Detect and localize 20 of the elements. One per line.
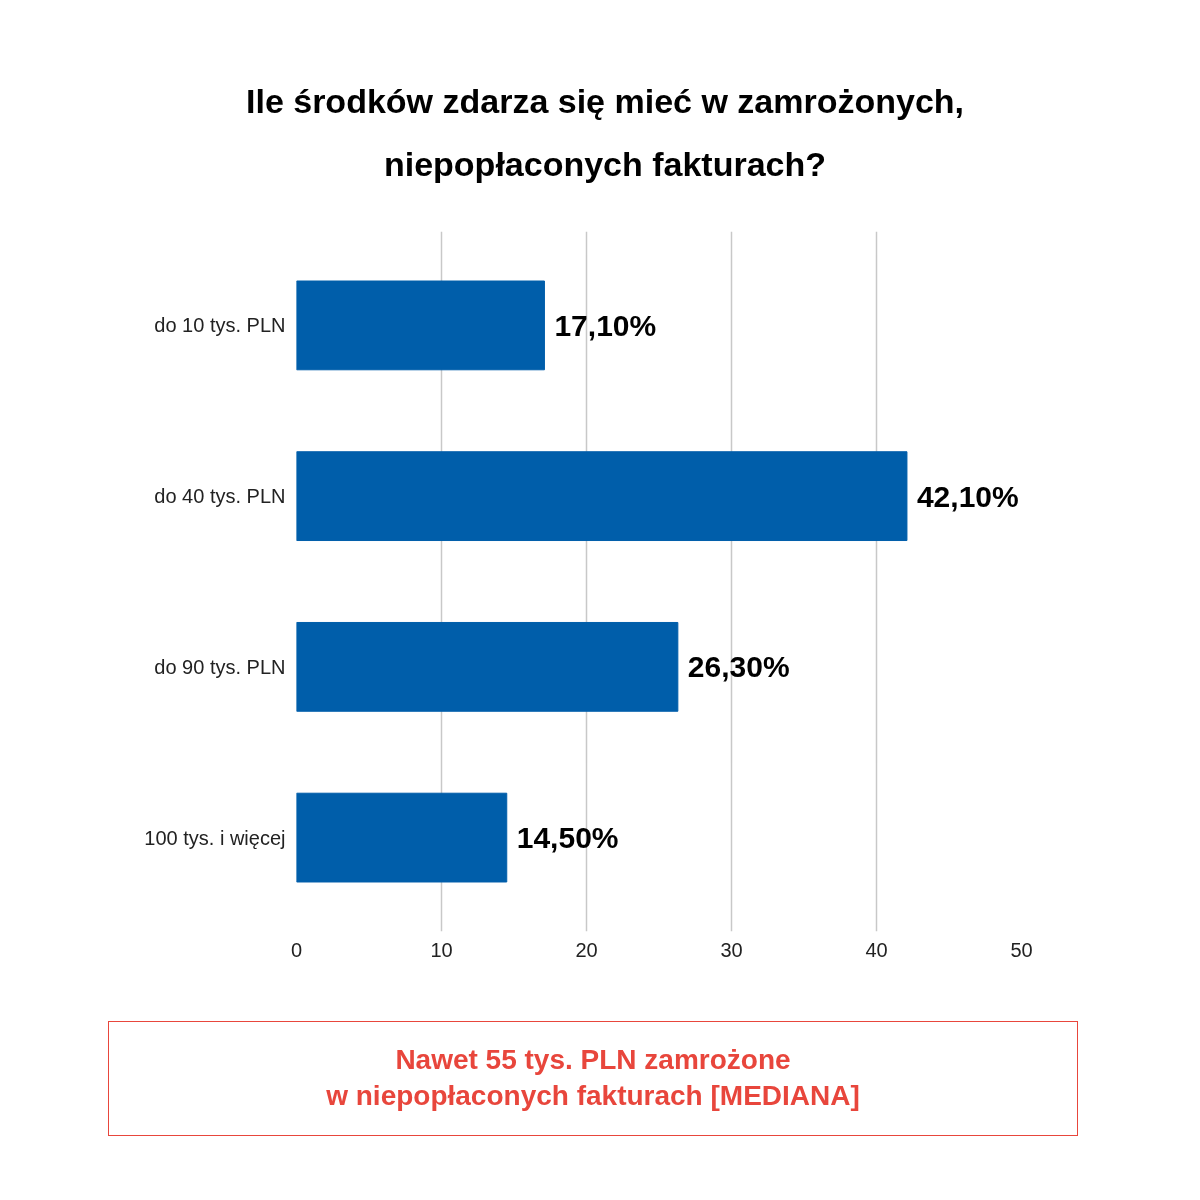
bar	[296, 451, 908, 541]
x-tick-label: 40	[865, 938, 888, 961]
data-label: 42,10%	[916, 479, 1019, 513]
y-tick-label: do 90 tys. PLN	[154, 655, 286, 678]
text: Nawet 55 tys. PLN zamrożone w niepopłaconych fakturach [MEDIANA]	[326, 1042, 860, 1114]
bar	[296, 280, 545, 371]
bar	[296, 792, 508, 883]
x-tick-label: 30	[720, 938, 743, 961]
y-tick-label: do 40 tys. PLN	[154, 484, 286, 507]
x-tick-label: 50	[1010, 938, 1033, 961]
data-label: 26,30%	[687, 650, 790, 684]
y-tick-label: do 10 tys. PLN	[154, 314, 286, 337]
data-label: 14,50%	[516, 820, 619, 854]
chart-title: Ile środków zdarza się mieć w zamrożonych, niepopłaconych fakturach?	[245, 81, 965, 185]
x-tick-label: 20	[575, 938, 598, 961]
x-tick-label: 0	[290, 938, 303, 961]
y-tick-label: 100 tys. i więcej	[144, 826, 286, 849]
data-label: 17,10%	[554, 308, 657, 342]
x-tick-label: 10	[430, 938, 453, 961]
bar	[296, 621, 679, 712]
